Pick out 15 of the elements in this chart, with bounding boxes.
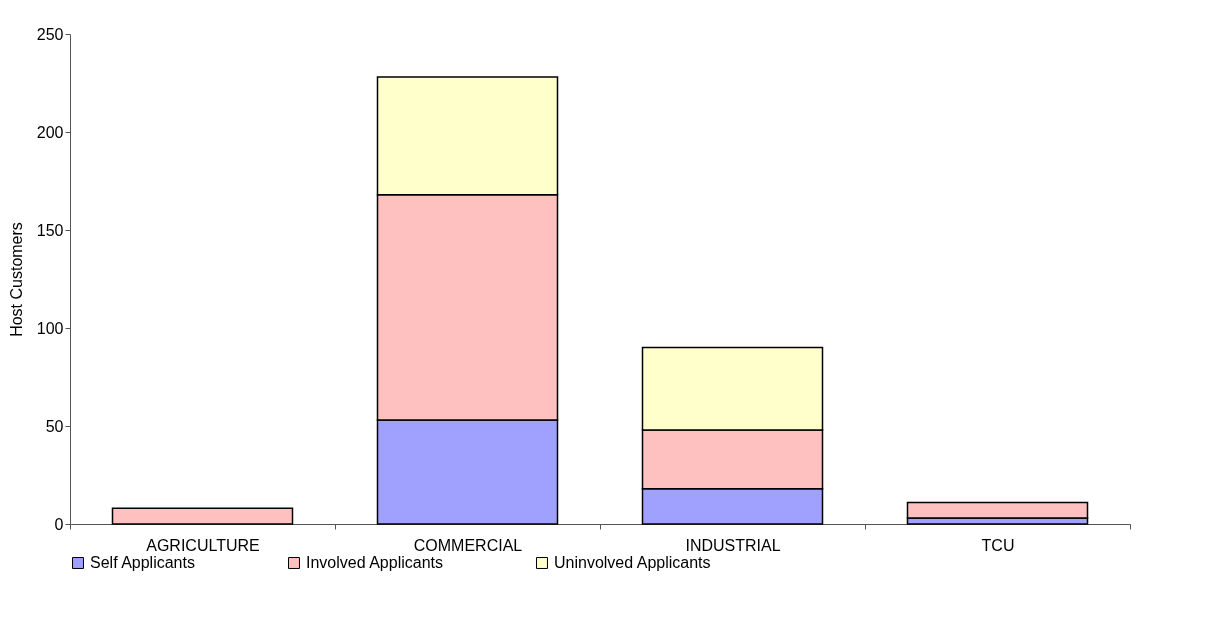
y-tick-label: 50 <box>45 417 64 435</box>
legend-label: Involved Applicants <box>306 554 443 571</box>
x-tick-label: COMMERCIAL <box>413 536 523 554</box>
x-tick-label: AGRICULTURE <box>146 536 260 554</box>
y-axis-title: Host Customers <box>7 222 25 337</box>
y-tick-label: 150 <box>36 221 64 239</box>
y-tick-label: 0 <box>54 515 64 533</box>
y-tick-label: 200 <box>36 123 64 141</box>
x-tick-label: INDUSTRIAL <box>685 536 781 554</box>
legend-label: Uninvolved Applicants <box>554 554 711 571</box>
legend-label: Self Applicants <box>90 554 195 571</box>
y-tick-label: 100 <box>36 319 64 337</box>
bar <box>111 507 294 525</box>
y-tick-label: 250 <box>36 25 64 43</box>
x-tick-label: TCU <box>981 536 1015 554</box>
